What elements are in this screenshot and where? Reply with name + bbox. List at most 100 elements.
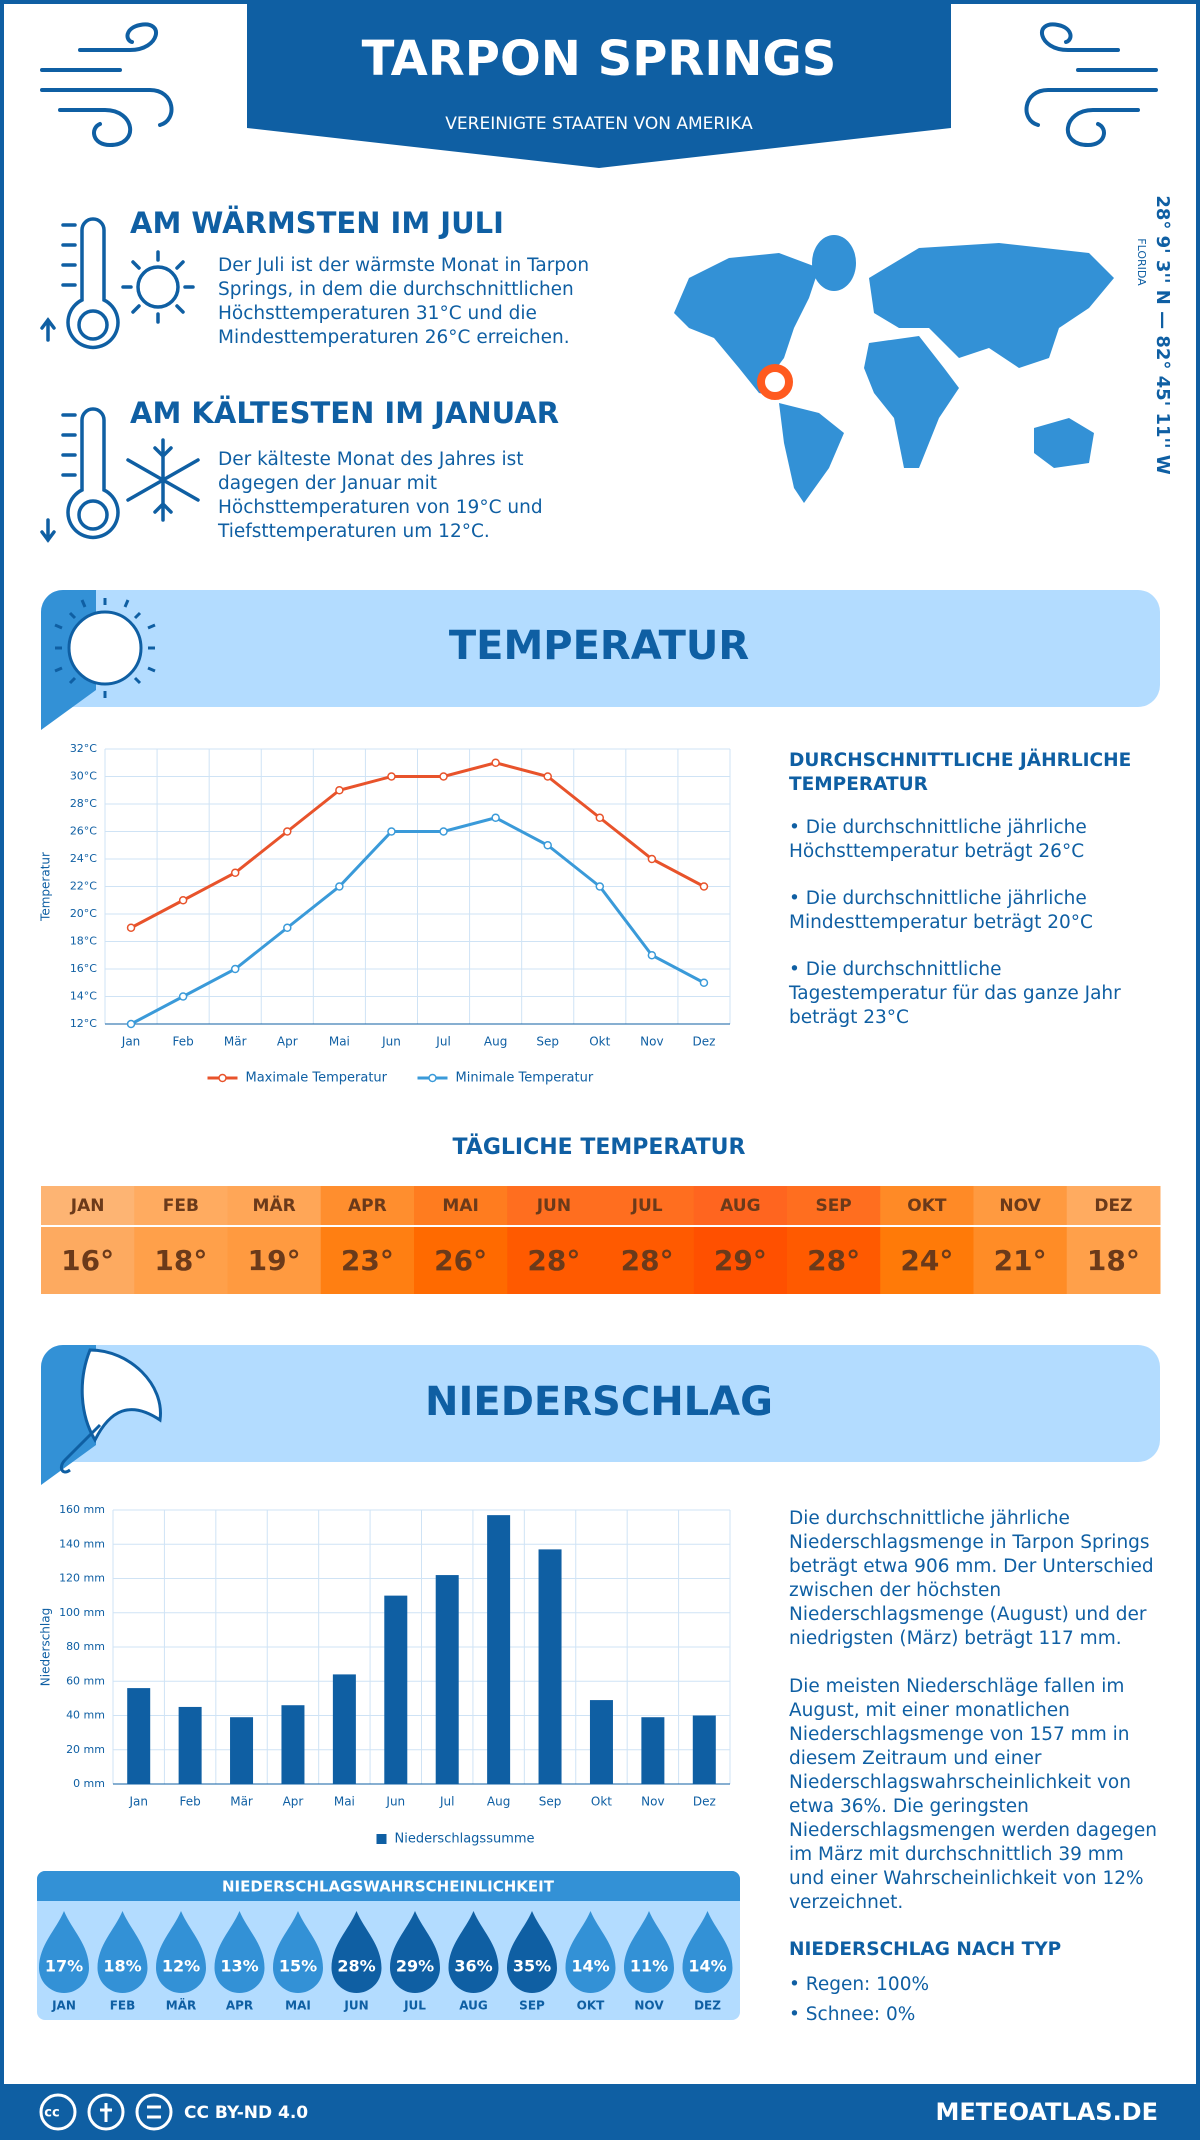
drop-value: 29%	[396, 1957, 434, 1976]
drop-value: 14%	[688, 1957, 726, 1976]
x-tick-label: Mär	[224, 1035, 247, 1049]
x-tick-label: Jan	[128, 1795, 148, 1809]
daily-value-cell	[880, 1227, 974, 1294]
bar	[487, 1515, 511, 1784]
daily-value-cell	[693, 1227, 788, 1294]
paragraph: Die durchschnittliche jährliche Niedersc…	[789, 1508, 1154, 1649]
point	[543, 841, 552, 850]
bar	[127, 1688, 151, 1784]
section-banner	[41, 590, 1160, 707]
daily-header-cell	[973, 1186, 1068, 1225]
x-tick-label: Dez	[692, 1035, 715, 1049]
y-tick-label: 22°C	[70, 880, 97, 893]
point	[335, 786, 344, 795]
drop	[156, 1911, 206, 1993]
daily-value: 28°	[807, 1244, 860, 1277]
y-axis-label: Niederschlag	[39, 1608, 53, 1686]
x-tick-label: Nov	[641, 1795, 664, 1809]
daily-value-cell	[414, 1227, 508, 1294]
point	[439, 772, 448, 781]
bar	[692, 1715, 716, 1784]
daily-header-cell	[1066, 1186, 1161, 1225]
y-tick-label: 14°C	[70, 990, 97, 1003]
x-tick-label: Okt	[591, 1795, 612, 1809]
drop	[214, 1911, 265, 1993]
daily-header-cell	[41, 1186, 135, 1225]
wind-icon	[40, 22, 1158, 148]
legend-label: Maximale Temperatur	[246, 1071, 388, 1086]
x-tick-label: Okt	[589, 1035, 610, 1049]
line	[130, 816, 705, 1026]
type-item: • Schnee: 0%	[789, 2004, 916, 2025]
x-tick-label: Feb	[173, 1035, 194, 1049]
precipitation-chart: 0 mm 20 mm 40 mm 60 mm 80 mm 100 mm 120 mm 140 …	[39, 1503, 731, 1847]
y-tick-label: 100 mm	[59, 1606, 105, 1619]
point	[178, 896, 188, 905]
daily-value-cell	[973, 1227, 1068, 1294]
point	[491, 813, 500, 822]
daily-month: MAI	[442, 1196, 478, 1216]
point	[126, 923, 136, 932]
bar	[230, 1717, 254, 1784]
x-tick-label: Jun	[381, 1035, 401, 1049]
daily-header-shade	[320, 1186, 415, 1225]
drop	[682, 1911, 733, 1993]
drop-month: MAI	[285, 1999, 311, 2013]
daily-value-cell	[787, 1227, 881, 1294]
footer	[4, 2084, 1196, 2136]
probability-box	[37, 1871, 740, 2020]
point	[543, 772, 552, 781]
x-tick-label: Mai	[334, 1795, 355, 1809]
drop	[507, 1911, 557, 1993]
point	[647, 854, 657, 864]
drop-month: JUN	[343, 1999, 368, 2013]
drop-value: 12%	[162, 1957, 200, 1976]
thermometer-cold-icon	[40, 407, 200, 543]
daily-header-shade	[600, 1186, 695, 1225]
y-tick-label: 60 mm	[66, 1674, 105, 1687]
x-tick-label: Jun	[385, 1795, 405, 1809]
drop-month: MÄR	[166, 1998, 196, 2013]
daily-header-cell	[787, 1186, 881, 1225]
daily-header-cell	[507, 1186, 601, 1225]
point	[595, 813, 605, 822]
y-tick-label: 0 mm	[73, 1777, 105, 1790]
legend-swatch	[428, 1073, 437, 1083]
probability-drops: 17% JAN 18% FEB 12% MÄR 13% APR 15% MAI 28% JUN 29% J…	[39, 1911, 733, 2013]
site: METEOATLAS.DE	[936, 2098, 1158, 2126]
cc-mark: cc	[44, 2106, 59, 2121]
drop	[624, 1911, 674, 1993]
x-tick-label: Sep	[539, 1795, 562, 1809]
summary-item: • Die durchschnittliche Tagestemperatur …	[789, 959, 1121, 1028]
daily-value-cell	[1066, 1227, 1161, 1294]
coldest-title: AM KÄLTESTEN IM JANUAR	[130, 396, 560, 430]
x-tick-label: Aug	[487, 1795, 510, 1809]
bar	[281, 1705, 305, 1784]
bar	[384, 1595, 408, 1784]
legend-label: Minimale Temperatur	[456, 1071, 594, 1086]
drop-month: AUG	[459, 1999, 488, 2013]
bar	[435, 1575, 459, 1784]
drop-value: 17%	[45, 1957, 83, 1976]
daily-month: MÄR	[253, 1194, 296, 1216]
point	[387, 827, 396, 836]
daily-header-shade	[973, 1186, 1068, 1225]
y-tick-label: 12°C	[70, 1017, 97, 1030]
daily-value: 19°	[248, 1244, 301, 1277]
x-tick-label: Mär	[230, 1795, 253, 1809]
type-title: NIEDERSCHLAG NACH TYP	[789, 1939, 1062, 1960]
legend-swatch	[376, 1834, 387, 1844]
y-tick-label: 120 mm	[59, 1572, 105, 1585]
header-banner	[247, 4, 951, 168]
drop	[565, 1911, 616, 1993]
x-tick-label: Aug	[484, 1035, 507, 1049]
subtitle: VEREINIGTE STAATEN VON AMERIKA	[445, 114, 753, 134]
license-icons	[39, 2093, 173, 2131]
y-axis-label: Temperatur	[39, 852, 53, 922]
daily-value: 18°	[1087, 1244, 1140, 1277]
type-item: • Regen: 100%	[789, 1974, 930, 1995]
daily-month: SEP	[815, 1196, 851, 1216]
drop-value: 18%	[103, 1957, 141, 1976]
bar	[589, 1700, 613, 1784]
daily-value: 28°	[621, 1244, 674, 1277]
